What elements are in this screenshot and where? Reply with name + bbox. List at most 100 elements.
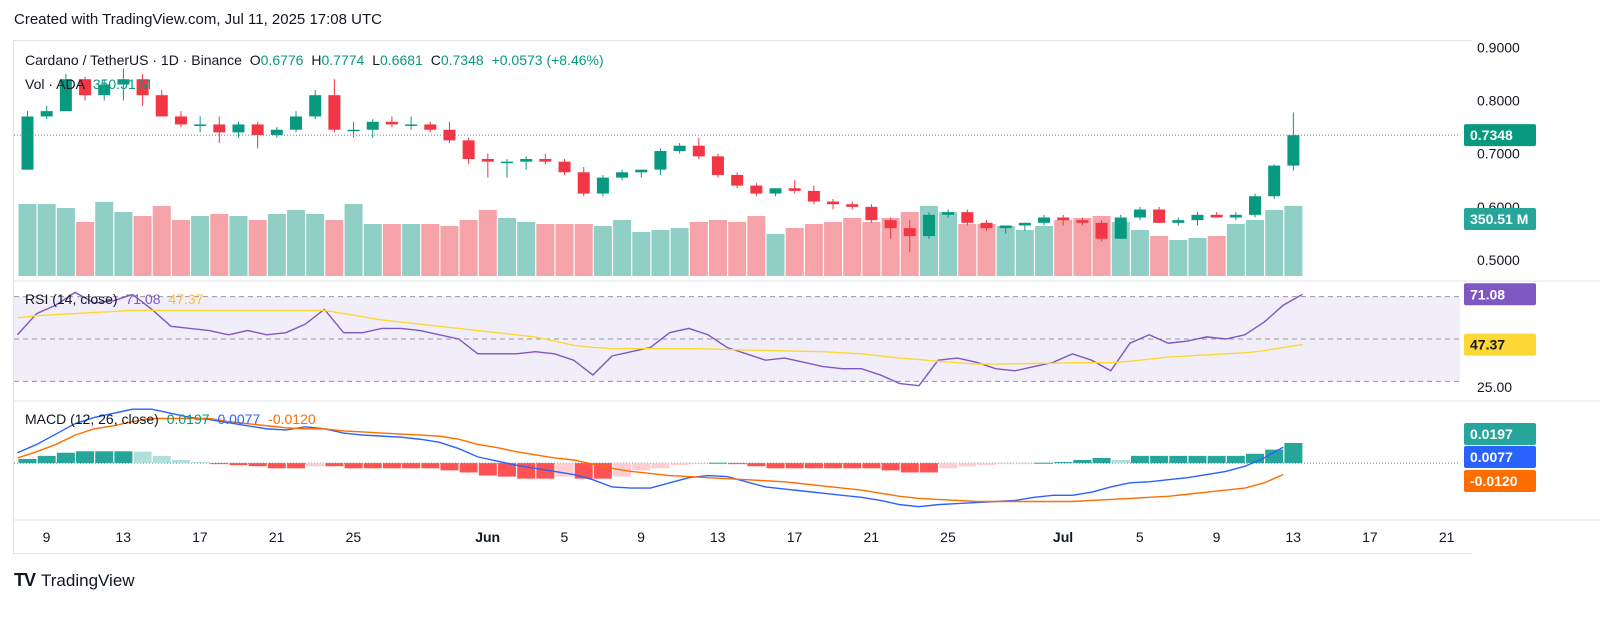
macd-hist-bar bbox=[325, 463, 344, 467]
volume-bar bbox=[267, 214, 286, 276]
rsi-ma-value: 47.37 bbox=[168, 291, 204, 307]
symbol-title[interactable]: Cardano / TetherUS · 1D · Binance bbox=[25, 52, 242, 68]
macd-hist-bar bbox=[267, 463, 286, 469]
footer-brand[interactable]: TV TradingView bbox=[14, 570, 135, 591]
rsi-label[interactable]: RSI (14, close) bbox=[25, 291, 118, 307]
volume-bar bbox=[229, 216, 248, 276]
macd-hist-bar bbox=[152, 455, 171, 464]
close-value: 0.7348 bbox=[440, 52, 484, 68]
candle-body bbox=[692, 145, 705, 157]
candle-body bbox=[501, 161, 513, 164]
volume-bar bbox=[593, 226, 612, 276]
volume-bar bbox=[555, 224, 574, 276]
plot-area bbox=[14, 68, 1460, 508]
macd-signal-badge-bg bbox=[1464, 470, 1536, 492]
candle-body bbox=[1057, 217, 1070, 221]
volume-bar bbox=[1265, 210, 1284, 276]
price-axis-tick: 0.9000 bbox=[1477, 39, 1520, 55]
volume-bar bbox=[1073, 218, 1092, 276]
volume-bar bbox=[248, 220, 267, 276]
volume-bar bbox=[996, 226, 1015, 276]
macd-badge: 0.0077 bbox=[1470, 449, 1513, 465]
volume-bar bbox=[613, 220, 632, 276]
candle-body bbox=[194, 124, 207, 126]
macd-hist-bar bbox=[939, 463, 958, 469]
candle-body bbox=[980, 222, 993, 229]
volume-bar bbox=[1130, 230, 1149, 276]
volume-bar bbox=[114, 212, 133, 276]
macd-hist-bar bbox=[287, 463, 306, 469]
volume-bar bbox=[133, 216, 152, 276]
volume-bar bbox=[1226, 224, 1245, 276]
volume-bar bbox=[1246, 220, 1265, 276]
macd-hist-bar bbox=[1284, 442, 1303, 464]
candle-body bbox=[1210, 214, 1223, 218]
price-axis-tick: 0.7000 bbox=[1477, 146, 1520, 162]
candle-body bbox=[788, 188, 801, 191]
macd-hist-bar bbox=[1265, 449, 1284, 464]
macd-hist-bar bbox=[1073, 460, 1092, 464]
candle-body bbox=[731, 174, 744, 186]
macd-hist-bar bbox=[862, 463, 881, 469]
macd-hist-bar bbox=[824, 463, 843, 469]
macd-hist-bar bbox=[536, 463, 555, 479]
candle-body bbox=[79, 79, 92, 96]
macd-hist-bar bbox=[996, 463, 1015, 465]
candle-body bbox=[1076, 220, 1089, 223]
macd-hist-bar bbox=[728, 463, 747, 465]
candle-body bbox=[213, 124, 226, 133]
time-axis-tick: 21 bbox=[1439, 529, 1455, 545]
candle-body bbox=[1229, 214, 1242, 218]
candle-body bbox=[711, 156, 724, 175]
macd-hist-bar bbox=[1226, 455, 1245, 464]
volume-bar bbox=[517, 222, 536, 276]
open-label: O bbox=[249, 52, 261, 68]
volume-label[interactable]: Vol · ADA bbox=[25, 76, 85, 92]
candle-body bbox=[290, 116, 303, 130]
macd-hist-bar bbox=[76, 451, 95, 464]
volume-bar bbox=[651, 230, 670, 276]
candle-body bbox=[405, 124, 418, 126]
volume-bar bbox=[958, 224, 977, 276]
volume-bar bbox=[766, 234, 785, 276]
candle-body bbox=[1287, 135, 1300, 166]
macd-hist-bar bbox=[498, 463, 516, 477]
candle-body bbox=[481, 159, 494, 162]
volume-bar bbox=[56, 208, 75, 276]
time-axis-tick: Jul bbox=[1053, 529, 1073, 545]
candle-body bbox=[424, 124, 437, 130]
macd-label[interactable]: MACD (12, 26, close) bbox=[25, 411, 159, 427]
volume-bar bbox=[382, 224, 401, 276]
candle-body bbox=[827, 201, 840, 205]
candle-body bbox=[635, 169, 648, 173]
volume-bar bbox=[1169, 240, 1188, 276]
rsi-ma-line bbox=[17, 309, 1303, 365]
macd-hist-bar bbox=[191, 462, 210, 464]
candle-body bbox=[309, 95, 322, 117]
volume-bar bbox=[632, 232, 651, 276]
macd-hist-bar bbox=[402, 463, 421, 469]
time-axis-tick: 25 bbox=[940, 529, 956, 545]
volume-bar bbox=[1054, 220, 1073, 276]
rsi-legend: RSI (14, close) 71.08 47.37 bbox=[25, 291, 207, 307]
candle-body bbox=[654, 151, 667, 170]
macd-hist-bar bbox=[708, 462, 727, 464]
close-label: C bbox=[430, 52, 441, 68]
volume-legend: Vol · ADA 350.51 M bbox=[25, 76, 155, 92]
time-axis-tick: 13 bbox=[115, 529, 131, 545]
low-label: L bbox=[372, 52, 380, 68]
macd-hist-bar bbox=[785, 463, 804, 469]
volume-bar bbox=[536, 224, 555, 276]
macd-hist-bar bbox=[632, 463, 651, 471]
candle-body bbox=[922, 214, 935, 237]
volume-badge-bg bbox=[1464, 208, 1536, 230]
candle-body bbox=[1038, 217, 1051, 223]
candle-body bbox=[155, 95, 168, 117]
chart-caption: Created with TradingView.com, Jul 11, 20… bbox=[14, 11, 382, 28]
high-label: H bbox=[311, 52, 322, 68]
candle-body bbox=[117, 79, 130, 85]
volume-bar bbox=[670, 228, 689, 276]
macd-hist-bar bbox=[210, 463, 229, 465]
macd-hist-bar bbox=[689, 463, 708, 465]
